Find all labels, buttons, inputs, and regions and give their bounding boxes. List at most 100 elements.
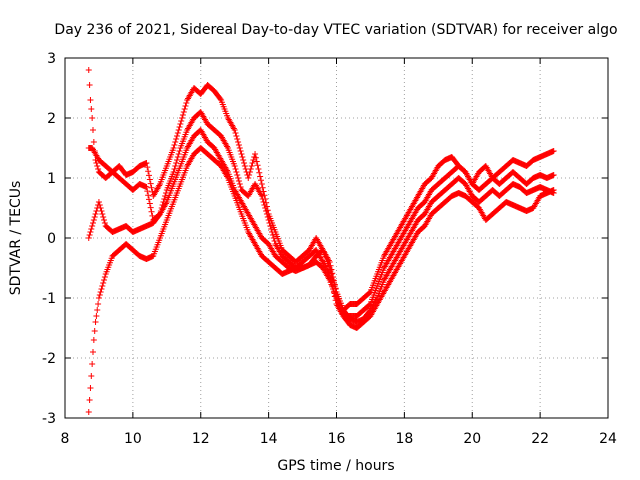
plot-frame — [64, 57, 609, 419]
x-tick-label: 20 — [463, 431, 481, 447]
chart-title: Day 236 of 2021, Sidereal Day-to-day VTE… — [54, 22, 617, 38]
data-point — [145, 196, 152, 203]
data-point — [101, 274, 108, 280]
data-point — [269, 232, 276, 238]
data-point — [95, 295, 102, 301]
y-tick-label: -2 — [42, 351, 56, 367]
data-point — [95, 301, 102, 307]
data-point — [95, 199, 102, 205]
data-point — [233, 133, 240, 139]
data-point — [89, 349, 96, 355]
data-point — [235, 178, 242, 184]
data-point — [328, 271, 335, 277]
data-point — [176, 148, 183, 154]
y-tick-label: -1 — [42, 291, 56, 307]
data-point — [146, 176, 153, 183]
data-point — [89, 115, 96, 121]
series-track-a — [85, 67, 557, 313]
data-point — [162, 193, 169, 199]
data-point — [89, 220, 96, 226]
x-tick-label: 10 — [124, 431, 142, 447]
data-point — [93, 160, 100, 166]
data-point — [174, 154, 181, 160]
data-point — [263, 208, 270, 214]
data-point — [245, 175, 252, 181]
data-point — [90, 139, 97, 145]
data-point — [240, 157, 247, 163]
x-tick-label: 18 — [395, 431, 413, 447]
data-point — [257, 173, 264, 180]
data-point — [100, 214, 107, 220]
data-point — [234, 136, 241, 142]
data-point — [94, 307, 101, 313]
data-point — [86, 397, 93, 403]
y-tick-label: -3 — [42, 411, 56, 427]
data-point — [173, 160, 180, 166]
data-point — [98, 208, 105, 214]
data-point — [269, 229, 276, 235]
data-point — [255, 166, 262, 172]
data-point — [87, 385, 94, 391]
data-point — [175, 127, 182, 133]
data-point — [101, 220, 108, 226]
data-point — [143, 160, 150, 166]
data-point — [232, 130, 239, 136]
data-point — [248, 163, 255, 169]
data-point — [234, 172, 241, 178]
data-point — [238, 151, 245, 157]
data-point — [170, 169, 177, 175]
data-point — [89, 127, 96, 133]
series-track-c — [85, 127, 557, 325]
data-point — [148, 208, 155, 215]
x-axis-label: GPS time / hours — [277, 458, 394, 474]
data-point — [86, 232, 93, 238]
x-tick-label: 12 — [192, 431, 210, 447]
data-point — [242, 166, 249, 172]
data-point — [254, 162, 261, 169]
data-point — [235, 175, 242, 181]
data-point — [258, 193, 265, 199]
data-point — [237, 184, 244, 190]
data-point — [231, 163, 238, 169]
data-point — [99, 211, 106, 217]
data-point — [265, 217, 272, 223]
data-point — [239, 154, 246, 160]
data-point — [550, 172, 557, 178]
y-tick-label: 0 — [47, 231, 56, 247]
x-tick-label: 14 — [260, 431, 278, 447]
plot-area — [85, 67, 557, 415]
data-point — [90, 217, 97, 223]
data-point — [98, 286, 105, 292]
data-point — [145, 192, 152, 199]
data-point — [550, 187, 557, 193]
data-point — [326, 265, 333, 271]
data-point — [175, 151, 182, 157]
data-point — [256, 169, 263, 176]
y-tick-label: 1 — [47, 171, 56, 187]
data-point — [260, 199, 267, 205]
data-point — [147, 204, 154, 211]
data-point — [88, 106, 95, 112]
data-point — [145, 168, 152, 175]
data-point — [237, 148, 244, 154]
x-tick-label: 22 — [531, 431, 549, 447]
data-point — [148, 184, 155, 191]
data-point — [88, 226, 95, 232]
data-point — [183, 100, 190, 106]
data-point — [261, 192, 268, 199]
data-point — [170, 145, 177, 151]
data-point — [235, 139, 242, 145]
data-point — [161, 196, 168, 202]
series-track-d — [85, 145, 557, 415]
data-point — [85, 409, 92, 415]
data-point — [97, 289, 104, 295]
data-point — [100, 280, 107, 286]
y-axis-label: SDTVAR / TECUs — [8, 181, 24, 296]
data-point — [91, 214, 98, 220]
data-point — [257, 177, 264, 184]
data-point — [91, 328, 98, 334]
y-tick-label: 3 — [47, 51, 56, 67]
